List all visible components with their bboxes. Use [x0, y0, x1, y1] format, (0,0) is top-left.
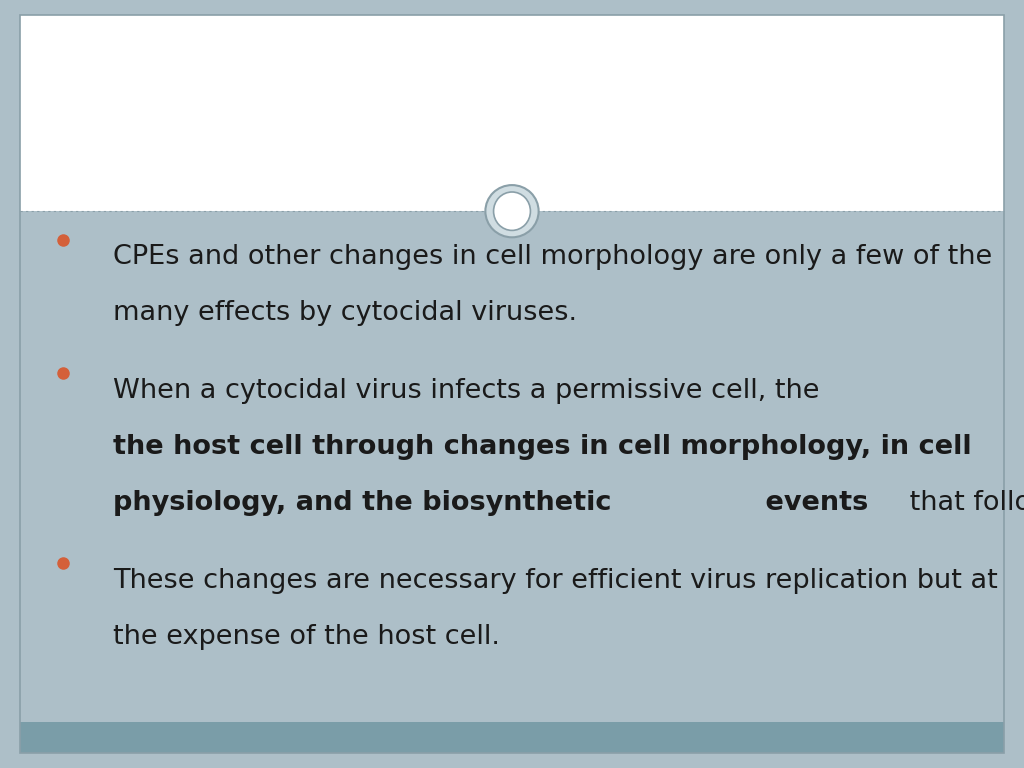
Bar [20, 722, 1004, 753]
Bar [20, 15, 1004, 211]
Text: physiology, and the biosynthetic: physiology, and the biosynthetic [113, 490, 611, 516]
Text: the expense of the host cell.: the expense of the host cell. [113, 624, 500, 650]
Text: When a cytocidal virus infects a permissive cell, the: When a cytocidal virus infects a permiss… [113, 378, 827, 404]
Text: the host cell through changes in cell morphology, in cell: the host cell through changes in cell mo… [113, 434, 972, 460]
Text: These changes are necessary for efficient virus replication but at: These changes are necessary for efficien… [113, 568, 997, 594]
Ellipse shape [494, 192, 530, 230]
Text: CPEs and other changes in cell morphology are only a few of the: CPEs and other changes in cell morpholog… [113, 244, 992, 270]
Text: many effects by cytocidal viruses.: many effects by cytocidal viruses. [113, 300, 577, 326]
Ellipse shape [485, 185, 539, 237]
Text: events: events [756, 490, 868, 516]
Bar [20, 211, 1004, 730]
Text: that follow.: that follow. [901, 490, 1024, 516]
